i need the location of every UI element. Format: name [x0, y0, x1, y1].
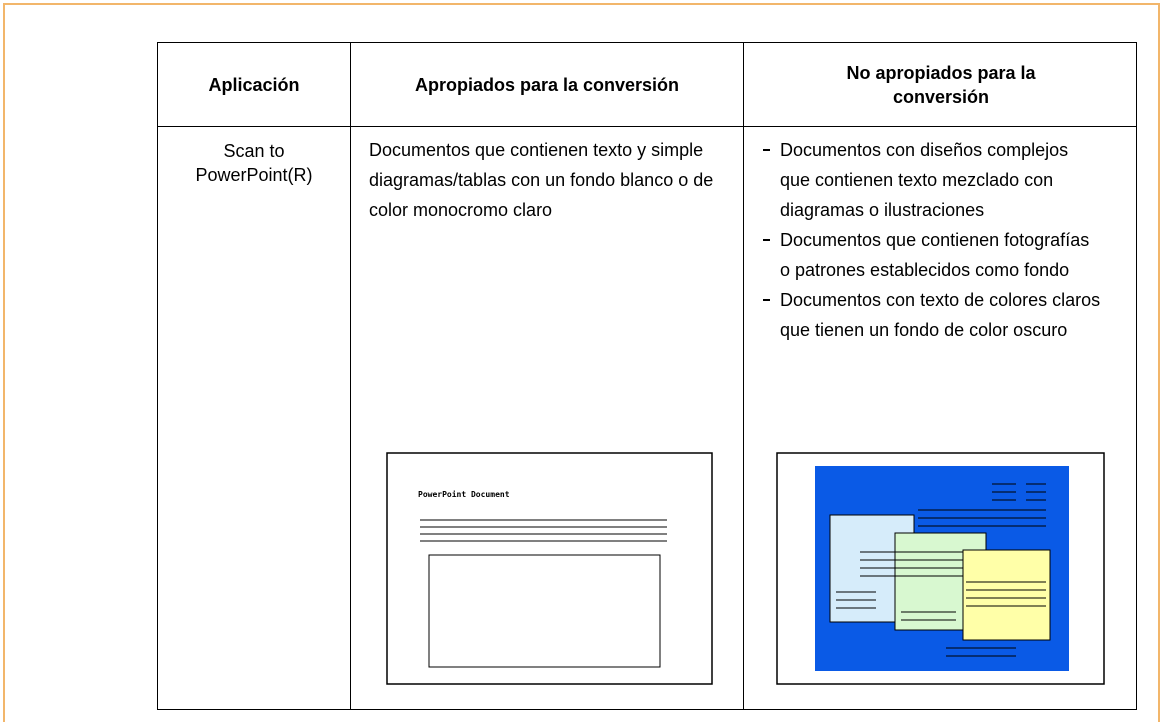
bullet: [763, 299, 770, 301]
frame: [3, 3, 1160, 5]
frame: [3, 3, 5, 722]
list-item: Documentos con texto de colores claros q…: [761, 285, 1101, 345]
item-text: Documentos con diseños complejos que con…: [780, 140, 1069, 220]
item-text: Documentos con texto de colores claros q…: [780, 290, 1101, 340]
not-suitable-cell: Documentos con diseños complejos que con…: [761, 135, 1101, 345]
not-suitable-illustration: [776, 452, 1105, 685]
application: Scan to PowerPoint(R): [195, 141, 313, 185]
column-divider: [743, 43, 744, 709]
list-item: Documentos con diseños complejos que con…: [761, 135, 1101, 225]
item-text: Documentos que contienen fotografías o p…: [780, 230, 1090, 280]
frame: [1158, 3, 1160, 722]
list-item: Documentos que contienen fotografías o p…: [761, 225, 1101, 285]
bullet: [763, 149, 770, 151]
suitable-text: Documentos que contienen texto y simple …: [369, 140, 714, 220]
illustration-label: PowerPoint Document: [418, 489, 510, 499]
column-divider: [350, 43, 351, 709]
bullet: [763, 239, 770, 241]
table: Aplicación Apropiados para la conversión…: [157, 42, 1137, 710]
list: Documentos con diseños complejos que con…: [761, 135, 1101, 345]
header-cell: Apropiados para la conversión: [414, 74, 680, 95]
header-cell: No apropiados para la conversión: [846, 62, 1036, 107]
suitable-illustration: PowerPoint Document: [386, 452, 713, 685]
row-divider: [158, 126, 1136, 127]
application-cell: Scan to PowerPoint(R): [158, 139, 350, 187]
header-cell: Aplicación: [208, 74, 300, 95]
